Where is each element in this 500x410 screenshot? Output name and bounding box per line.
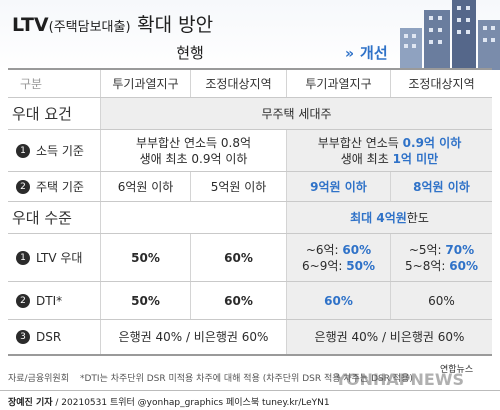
table-row: 3 DSR 은행권 40% / 비은행권 60% 은행권 40% / 비은행권 6…: [8, 320, 492, 356]
dsr-row-header: 3 DSR: [8, 320, 100, 354]
ltv-c3-line2b: 50%: [346, 258, 375, 273]
column-header-current-speculation: 투기과열지구: [100, 70, 190, 97]
improved-header: » 개선: [345, 42, 388, 63]
ltv-row-header: 1 LTV 우대: [8, 234, 100, 281]
limit-suffix: 한도: [406, 210, 429, 225]
column-header-improved-speculation: 투기과열지구: [286, 70, 390, 97]
title-main: 확대 방안: [137, 14, 214, 36]
yonhap-watermark: YONHAPNEWS: [335, 370, 464, 389]
ltv-c4-line1b: 70%: [445, 242, 475, 257]
reporter-name: 장예진 기자: [8, 398, 53, 408]
income-improved-line2a: 생애 최초: [340, 151, 393, 166]
house-c1: 6억원 이하: [100, 172, 190, 201]
limit-current-cell: [100, 202, 286, 233]
section-eligibility: 우대 요건: [12, 104, 72, 123]
title-area: LTV(주택담보대출) 확대 방안 현행 » 개선: [0, 0, 500, 70]
dsr-improved: 은행권 40% / 비은행권 60%: [286, 320, 492, 354]
income-improved-cell: 부부합산 연소득 0.9억 이하 생애 최초 1억 미만: [286, 130, 492, 171]
credit-details: / 20210531 트위터 @yonhap_graphics 페이스북 tun…: [52, 398, 330, 408]
buildings-illustration: [400, 0, 500, 70]
number-badge: 1: [16, 143, 30, 158]
dti-c1: 50%: [100, 282, 190, 319]
column-header-improved-adjustment: 조정대상지역: [390, 70, 492, 97]
ltv-c4: ~5억: 70% 5~8억: 60%: [390, 234, 492, 281]
target-cell: 무주택 세대주: [100, 98, 492, 129]
income-label: 소득 기준: [36, 143, 84, 158]
table-row: 2 주택 기준 6억원 이하 5억원 이하 9억원 이하 8억원 이하: [8, 172, 492, 202]
income-row-header: 1 소득 기준: [8, 130, 100, 171]
house-c3: 9억원 이하: [286, 172, 390, 201]
comparison-table: 구분 투기과열지구 조정대상지역 투기과열지구 조정대상지역 우대 요건 무주택…: [8, 68, 492, 356]
ltv-c4-line2a: 5~8억:: [405, 258, 450, 273]
dti-c4: 60%: [390, 282, 492, 319]
ltv-c3-line1b: 60%: [342, 242, 372, 257]
infographic-title: LTV(주택담보대출) 확대 방안: [12, 10, 213, 37]
dti-row-header: 2 DTI*: [8, 282, 100, 319]
source-text: 자료/금융위원회: [8, 374, 69, 384]
credit-line: 장예진 기자 / 20210531 트위터 @yonhap_graphics 페…: [0, 390, 500, 410]
income-improved-line1a: 부부합산 연소득: [317, 135, 403, 150]
dti-c3: 60%: [286, 282, 390, 319]
title-paren: (주택담보대출): [48, 20, 131, 35]
ltv-label: LTV 우대: [36, 250, 83, 265]
current-header: 현행: [176, 44, 204, 62]
table-row: 2 DTI* 50% 60% 60% 60%: [8, 282, 492, 320]
ltv-c4-line2b: 60%: [449, 258, 478, 273]
ltv-c1: 50%: [100, 234, 190, 281]
number-badge: 1: [16, 250, 30, 265]
table-row: 1 LTV 우대 50% 60% ~6억: 60% 6~9억: 50% ~5억: …: [8, 234, 492, 282]
column-header-category: 구분: [20, 76, 43, 91]
house-label: 주택 기준: [36, 179, 84, 194]
house-c2: 5억원 이하: [190, 172, 286, 201]
income-current-line1: 부부합산 연소득 0.8억: [135, 135, 252, 150]
table-row: 우대 요건 무주택 세대주: [8, 98, 492, 130]
number-badge: 3: [16, 330, 30, 344]
table-row: 1 소득 기준 부부합산 연소득 0.8억 생애 최초 0.9억 이하 부부합산 …: [8, 130, 492, 172]
table-row: 우대 수준 최대 4억원 한도: [8, 202, 492, 234]
dti-label: DTI*: [36, 293, 63, 308]
income-improved-line2b: 1억 미만: [392, 151, 439, 166]
house-c4: 8억원 이하: [390, 172, 492, 201]
section-level: 우대 수준: [12, 208, 72, 227]
number-badge: 2: [16, 293, 30, 308]
ltv-c3: ~6억: 60% 6~9억: 50%: [286, 234, 390, 281]
limit-improved-cell: 최대 4억원 한도: [286, 202, 492, 233]
income-improved-line1b: 0.9억 이하: [402, 135, 462, 150]
dsr-label: DSR: [36, 330, 62, 344]
dti-footnote: *DTI는 차주단위 DSR 미적용 차주에 대해 적용 (차주단위 DSR 적…: [80, 374, 413, 384]
footnote-area: 자료/금융위원회 *DTI는 차주단위 DSR 미적용 차주에 대해 적용 (차…: [0, 366, 500, 390]
ltv-c4-line1a: ~5억:: [408, 242, 446, 257]
ltv-c3-line1a: ~6억:: [305, 242, 343, 257]
column-header-row: 구분 투기과열지구 조정대상지역 투기과열지구 조정대상지역: [8, 70, 492, 98]
dti-c2: 60%: [190, 282, 286, 319]
ltv-c2: 60%: [190, 234, 286, 281]
title-prefix: LTV: [12, 14, 49, 36]
income-current-cell: 부부합산 연소득 0.8억 생애 최초 0.9억 이하: [100, 130, 286, 171]
dsr-current: 은행권 40% / 비은행권 60%: [100, 320, 286, 354]
yonhap-logo: 연합뉴스: [440, 365, 474, 375]
column-header-current-adjustment: 조정대상지역: [190, 70, 286, 97]
income-current-line2: 생애 최초 0.9억 이하: [139, 151, 248, 166]
improved-header-label: 개선: [360, 44, 388, 62]
ltv-c3-line2a: 6~9억:: [302, 258, 347, 273]
house-row-header: 2 주택 기준: [8, 172, 100, 201]
double-chevron-right-icon: »: [345, 46, 355, 62]
number-badge: 2: [16, 179, 30, 194]
limit-amount: 최대 4억원: [350, 210, 407, 225]
